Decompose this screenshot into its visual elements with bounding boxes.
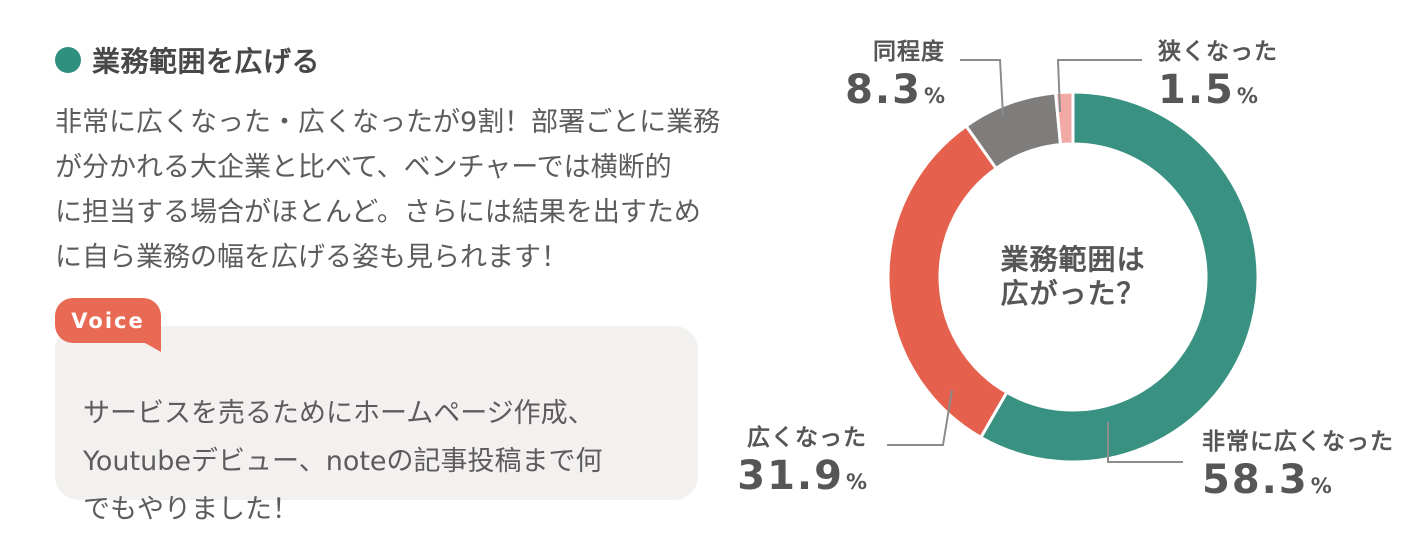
callout-much-wider: 非常に広くなった 58.3% bbox=[1202, 428, 1394, 508]
callout-narrower: 狭くなった 1.5% bbox=[1158, 38, 1278, 118]
callout-same-level-value: 8.3% bbox=[845, 68, 945, 118]
callout-much-wider-label: 非常に広くなった bbox=[1202, 429, 1394, 455]
callout-wider-label: 広くなった bbox=[747, 425, 867, 451]
chart-center-question: 業務範囲は 広がった？ bbox=[1000, 243, 1146, 310]
voice-bubble: サービスを売るためにホームページ作成、 Youtubeデビュー、noteの記事投… bbox=[55, 326, 698, 525]
callout-much-wider-number: 58.3 bbox=[1202, 457, 1309, 503]
callout-narrower-label: 狭くなった bbox=[1158, 39, 1278, 65]
callout-wider-value: 31.9% bbox=[737, 454, 867, 504]
callout-wider: 広くなった 31.9% bbox=[737, 424, 867, 504]
callout-narrower-number: 1.5 bbox=[1158, 67, 1235, 113]
voice-badge: Voice bbox=[55, 298, 161, 343]
callout-same-level-unit: % bbox=[923, 84, 945, 108]
callout-much-wider-value: 58.3% bbox=[1202, 458, 1394, 508]
donut-chart bbox=[886, 90, 1260, 464]
callout-wider-number: 31.9 bbox=[737, 453, 844, 499]
donut-segment bbox=[886, 123, 1009, 440]
section-description: 非常に広くなった・広くなったが9割！部署ごとに業務 が分かれる大企業と比べて、ベ… bbox=[55, 107, 721, 273]
section-bullet-icon bbox=[55, 47, 81, 73]
callout-narrower-value: 1.5% bbox=[1158, 68, 1278, 118]
callout-wider-unit: % bbox=[845, 470, 867, 494]
voice-badge-label: Voice bbox=[71, 308, 145, 333]
callout-same-level-number: 8.3 bbox=[845, 67, 922, 113]
donut-segment bbox=[978, 90, 1260, 464]
section-title: 業務範囲を広げる bbox=[92, 45, 321, 78]
section-header: 業務範囲を広げる bbox=[55, 40, 320, 80]
callout-same-level-label: 同程度 bbox=[873, 39, 945, 65]
callout-much-wider-unit: % bbox=[1310, 474, 1332, 498]
voice-quote: サービスを売るためにホームページ作成、 Youtubeデビュー、noteの記事投… bbox=[83, 398, 603, 525]
donut-chart-area: 業務範囲は 広がった？ 同程度 8.3% 狭くなった 1.5% 広くなった 31… bbox=[737, 0, 1405, 534]
callout-narrower-unit: % bbox=[1236, 84, 1258, 108]
callout-same-level: 同程度 8.3% bbox=[845, 38, 945, 118]
